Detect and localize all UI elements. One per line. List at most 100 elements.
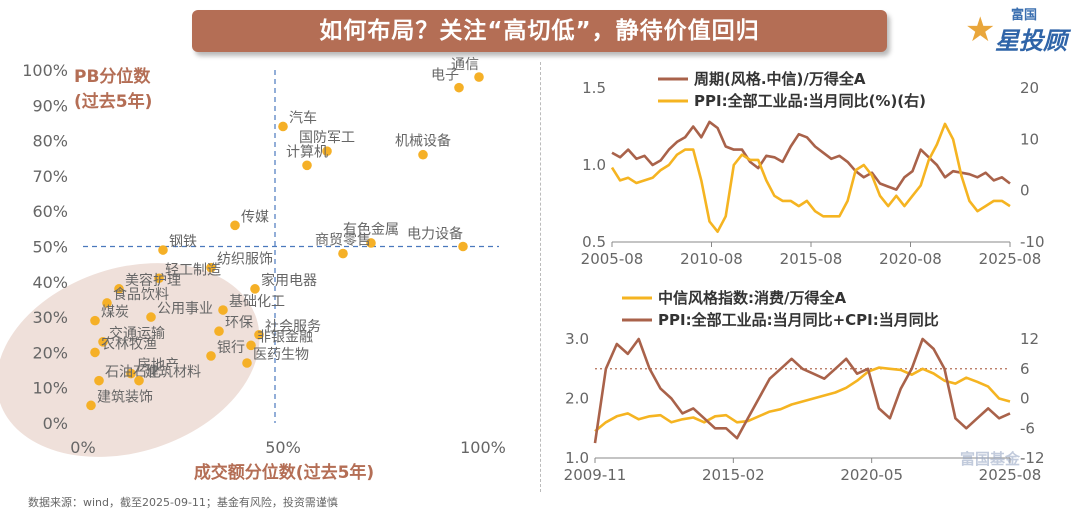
y-right-tick-label: 20 <box>1020 79 1039 97</box>
scatter-point-label: 商贸零售 <box>315 233 371 249</box>
scatter-point <box>134 375 144 386</box>
watermark-text: 富国基金 <box>960 450 1021 468</box>
y-right-tick-label: -6 <box>1020 419 1035 437</box>
scatter-point-label: 建筑装饰 <box>97 389 153 405</box>
y-tick-label: 20% <box>32 343 68 362</box>
x-tick-label: 2025-08 <box>979 466 1042 484</box>
scatter-point-label: 环保 <box>225 315 253 331</box>
legend-label: PPI:全部工业品:当月同比(%)(右) <box>694 92 926 110</box>
scatter-point-label: 非银金融 <box>257 329 313 345</box>
y-right-tick-label: -10 <box>1020 233 1045 251</box>
y-right-tick-label: -12 <box>1020 449 1045 467</box>
brand-logo: ★ 富国 星投顾 <box>955 4 1073 55</box>
y-left-tick-label: 0.5 <box>582 233 606 251</box>
scatter-point-label: 国防军工 <box>299 130 355 146</box>
scatter-point <box>458 241 468 252</box>
scatter-point-label: 食品饮料 <box>113 286 169 303</box>
y-left-tick-label: 1.0 <box>565 449 589 467</box>
scatter-point-label: 有色金属 <box>343 221 399 238</box>
scatter-point-label: 通信 <box>451 57 479 73</box>
y-tick-label: 30% <box>32 308 68 327</box>
x-tick-label: 2010-08 <box>680 250 743 268</box>
scatter-point <box>278 121 288 132</box>
scatter-point-label: 房地产 <box>137 358 179 374</box>
scatter-point <box>418 149 428 160</box>
scatter-point <box>158 245 168 255</box>
scatter-point <box>90 315 100 326</box>
logo-main-text: 星投顾 <box>995 27 1067 55</box>
highlight-ellipse <box>0 263 260 457</box>
scatter-point <box>246 340 256 351</box>
scatter-point <box>250 284 260 294</box>
scatter-point-label: 公用事业 <box>157 301 213 317</box>
x-tick-label: 2015-02 <box>702 466 765 484</box>
x-tick-label: 50% <box>265 438 301 457</box>
x-tick-label: 2009-11 <box>564 466 627 484</box>
y-right-tick-label: 0 <box>1020 390 1030 408</box>
legend-label: 中信风格指数:消费/万得全A <box>658 289 846 307</box>
y-left-tick-label: 1.0 <box>582 156 606 174</box>
scatter-point <box>302 160 312 171</box>
consumer-ppi-cpi-line-chart: 2009-11 2015-02 2020-05 2025-08 1.0 2.0 3.0 -12… <box>564 289 1045 484</box>
x-tick-label: 2020-08 <box>879 250 942 268</box>
y-left-tick-label: 2.0 <box>565 390 589 408</box>
scatter-point-label: 银行 <box>217 340 245 356</box>
scatter-point <box>90 347 100 358</box>
y-left-tick-label: 1.5 <box>582 79 606 97</box>
scatter-point <box>338 248 348 259</box>
scatter-point <box>114 284 124 294</box>
scatter-point <box>146 312 156 322</box>
y-tick-label: 40% <box>32 273 68 292</box>
banner-title: 如何布局？关注“高切低”，静待价值回归 <box>192 10 887 52</box>
y-tick-label: 80% <box>32 132 68 151</box>
scatter-point <box>474 72 484 82</box>
y-right-tick-label: 12 <box>1020 330 1039 348</box>
scatter-point-label: 汽车 <box>289 109 317 126</box>
y-tick-label: 60% <box>32 202 68 221</box>
y-right-tick-label: 6 <box>1020 360 1030 378</box>
scatter-point <box>454 82 464 93</box>
y-right-tick-label: 0 <box>1020 182 1030 200</box>
y-axis-title-line2: (过去5年) <box>74 91 152 112</box>
x-tick-label: 2005-08 <box>581 250 644 268</box>
scatter-point <box>254 329 264 340</box>
scatter-point-label: 医药生物 <box>253 347 309 363</box>
x-tick-label: 0% <box>70 438 95 457</box>
panel-divider <box>540 62 541 492</box>
scatter-point-label: 农林牧渔 <box>101 336 157 352</box>
scatter-point <box>218 305 228 315</box>
scatter-point <box>366 238 376 248</box>
source-note: 数据来源：wind，截至2025-09-11；基金有风险，投资需谨慎 <box>28 496 338 509</box>
y-right-tick-label: 10 <box>1020 130 1039 148</box>
y-axis-title-line1: PB分位数 <box>74 66 151 87</box>
legend-label: PPI:全部工业品:当月同比+CPI:当月同比 <box>658 311 939 329</box>
scatter-point <box>206 262 216 273</box>
scatter-point <box>126 368 136 379</box>
star-icon: ★ <box>965 10 996 50</box>
scatter-point <box>230 220 240 231</box>
logo-top-text: 富国 <box>1011 8 1038 23</box>
scatter-point-label: 家用电器 <box>261 272 317 289</box>
series-line <box>594 366 1011 433</box>
scatter-point-label: 轻工制造 <box>165 262 221 278</box>
scatter-point-label: 纺织服饰 <box>217 252 273 268</box>
scatter-point <box>86 400 96 411</box>
y-tick-label: 50% <box>32 238 68 257</box>
y-tick-label: 0% <box>43 414 68 433</box>
scatter-point-label: 煤炭 <box>101 305 129 321</box>
scatter-point-label: 电力设备 <box>407 226 463 243</box>
y-tick-label: 10% <box>32 379 68 398</box>
scatter-point-label: 电子 <box>431 68 459 84</box>
scatter-point-label: 机械设备 <box>395 133 451 150</box>
y-left-tick-label: 3.0 <box>565 330 589 348</box>
x-axis-title: 成交额分位数(过去5年) <box>194 462 374 483</box>
scatter-point-label: 美容护理 <box>125 272 181 289</box>
scatter-point-label: 交通运输 <box>109 325 165 342</box>
scatter-chart: 0% 10% 20% 30% 40% 50% 60% 70% 80% 90% 100% 0% 50% 10… <box>0 57 506 483</box>
y-tick-label: 70% <box>32 167 68 186</box>
x-tick-label: 2025-08 <box>979 250 1042 268</box>
series-line <box>610 122 1011 233</box>
scatter-point <box>102 298 112 308</box>
scatter-point-label: 钢铁 <box>169 234 197 250</box>
scatter-point-label: 计算机 <box>286 144 328 160</box>
